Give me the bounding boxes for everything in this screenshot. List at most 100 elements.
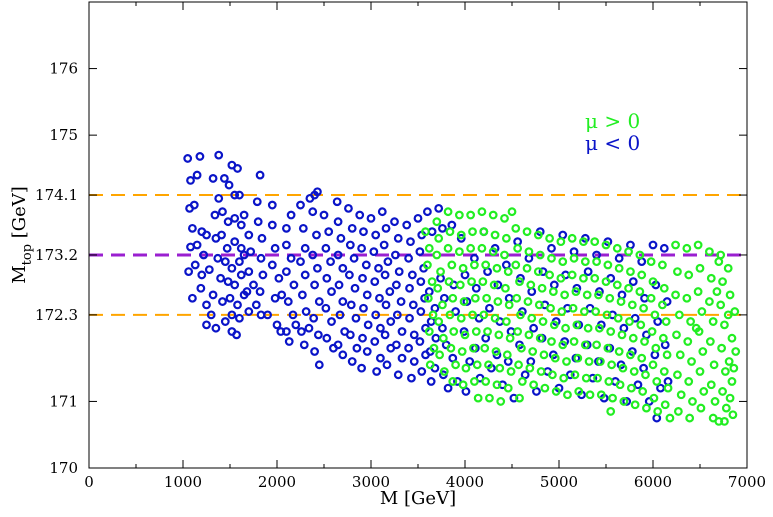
point-mu-positive-109 [529,380,539,390]
point-mu-positive-20 [445,227,455,237]
point-mu-positive-158 [581,373,591,383]
point-mu-positive-27 [446,343,456,353]
point-mu-positive-8 [425,360,435,370]
x-tick-label-7000: 7000 [728,473,766,491]
point-mu-negative-190 [396,297,406,306]
point-mu-positive-244 [683,337,693,346]
point-mu-positive-273 [718,387,727,396]
point-mu-negative-331 [652,413,662,423]
point-mu-negative-54 [220,317,230,326]
point-mu-positive-131 [558,257,568,267]
y-tick-label-174.1: 174.1 [35,186,78,204]
point-mu-positive-146 [569,337,579,346]
point-mu-positive-174 [602,310,612,320]
point-mu-negative-182 [380,330,390,340]
point-mu-negative-226 [426,377,436,386]
point-mu-positive-288 [729,363,739,373]
point-mu-positive-242 [682,293,692,303]
point-mu-negative-157 [362,290,372,300]
point-mu-positive-133 [560,290,570,300]
point-mu-positive-214 [650,310,660,320]
y-axis-title: Mtop [GeV] [9,186,35,284]
point-mu-negative-104 [297,327,306,336]
point-mu-negative-23 [214,150,224,160]
point-mu-positive-86 [506,367,516,376]
point-mu-negative-122 [321,243,331,253]
point-mu-negative-244 [465,357,475,366]
point-mu-negative-290 [565,370,575,380]
point-mu-positive-221 [658,260,667,270]
point-mu-positive-29 [448,377,458,386]
point-mu-negative-150 [352,343,362,353]
point-mu-negative-17 [196,283,206,293]
point-mu-positive-36 [456,313,466,323]
point-mu-negative-161 [362,347,372,356]
point-mu-positive-34 [455,280,465,290]
point-mu-positive-203 [635,287,645,296]
point-mu-positive-46 [470,293,480,303]
point-mu-positive-39 [461,363,471,373]
point-mu-negative-78 [267,220,277,230]
point-mu-negative-115 [314,297,324,306]
point-mu-negative-84 [272,320,282,330]
point-mu-positive-148 [570,370,580,380]
point-mu-negative-45 [234,257,244,267]
point-mu-positive-192 [626,267,635,277]
point-mu-negative-111 [312,230,321,240]
point-mu-negative-43 [220,257,230,267]
point-mu-positive-121 [547,253,556,263]
point-mu-negative-171 [370,337,380,346]
point-mu-negative-163 [366,213,376,223]
point-mu-positive-81 [501,283,510,293]
point-mu-negative-264 [503,357,513,366]
point-mu-negative-102 [297,290,307,300]
point-mu-positive-139 [563,390,572,400]
point-mu-positive-71 [490,313,500,323]
point-mu-negative-11 [199,250,209,260]
point-mu-positive-157 [584,357,594,366]
point-mu-negative-86 [282,223,291,233]
point-mu-positive-202 [637,270,647,280]
point-mu-positive-208 [641,370,650,380]
point-mu-negative-123 [326,257,335,267]
point-mu-positive-196 [628,333,638,343]
point-mu-negative-166 [374,263,383,273]
point-mu-positive-233 [671,290,680,300]
point-mu-negative-96 [284,337,294,346]
point-mu-negative-31 [234,190,244,200]
point-mu-positive-32 [454,247,464,257]
point-mu-negative-71 [257,233,267,243]
point-mu-positive-229 [660,400,670,410]
point-mu-negative-141 [344,203,353,213]
point-mu-negative-184 [382,360,392,370]
point-mu-positive-65 [488,210,498,220]
x-axis-title: M [GeV] [380,488,456,509]
point-mu-negative-176 [379,240,389,250]
point-mu-negative-93 [288,310,298,320]
point-mu-positive-42 [468,227,477,237]
point-mu-negative-36 [236,220,246,230]
point-mu-negative-1 [186,176,195,185]
point-mu-negative-332 [659,243,669,253]
point-mu-positive-234 [674,310,684,320]
point-mu-positive-85 [502,350,512,360]
point-mu-negative-240 [456,233,466,243]
point-mu-negative-14 [197,270,207,280]
point-mu-positive-120 [545,233,554,243]
point-mu-negative-121 [324,227,334,237]
point-mu-positive-238 [676,390,686,400]
point-mu-negative-148 [351,313,361,323]
point-mu-positive-156 [580,340,590,350]
point-mu-positive-47 [468,310,477,320]
point-mu-negative-76 [263,310,273,320]
point-mu-positive-82 [504,300,514,310]
point-mu-negative-187 [391,250,400,260]
axes: 0 1000 2000 3000 4000 5000 6000 7000 170 171 172.3… [35,2,766,491]
point-mu-positive-28 [451,360,461,370]
point-mu-positive-112 [533,267,543,277]
point-mu-negative-4 [185,203,194,213]
point-mu-positive-226 [662,350,672,360]
point-mu-positive-194 [627,300,637,310]
point-mu-positive-197 [626,350,635,360]
point-mu-positive-271 [717,343,727,353]
